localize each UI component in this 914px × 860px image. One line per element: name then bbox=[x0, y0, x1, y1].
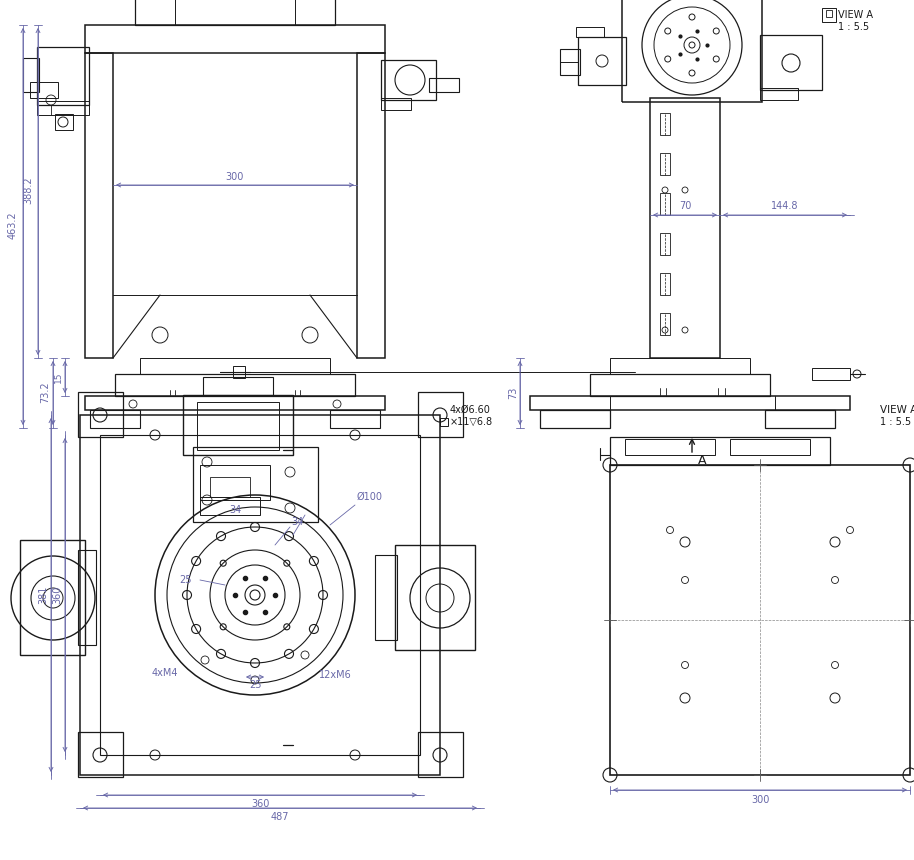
Bar bbox=[20, 540, 85, 655]
Bar bbox=[80, 415, 440, 775]
Text: 463.2: 463.2 bbox=[8, 212, 18, 239]
Bar bbox=[610, 465, 910, 775]
Bar bbox=[55, 114, 73, 130]
Bar bbox=[560, 49, 580, 75]
Bar bbox=[203, 377, 273, 395]
Bar bbox=[183, 395, 293, 455]
Text: 1 : 5.5: 1 : 5.5 bbox=[880, 417, 911, 427]
Bar bbox=[578, 37, 626, 85]
Bar bbox=[660, 153, 670, 175]
Text: 144.8: 144.8 bbox=[771, 201, 799, 211]
Text: 1 : 5.5: 1 : 5.5 bbox=[838, 22, 869, 32]
Bar bbox=[135, 0, 335, 25]
Bar bbox=[197, 402, 279, 450]
Text: 25: 25 bbox=[249, 680, 261, 690]
Bar bbox=[200, 465, 270, 500]
Bar bbox=[660, 113, 670, 135]
Bar bbox=[175, 0, 295, 25]
Text: Ø100: Ø100 bbox=[357, 492, 383, 502]
Bar bbox=[530, 396, 850, 410]
Bar bbox=[429, 78, 459, 92]
Bar bbox=[193, 447, 318, 522]
Text: 4xM4: 4xM4 bbox=[152, 668, 178, 678]
Bar bbox=[37, 101, 89, 115]
Bar bbox=[330, 410, 380, 428]
Bar bbox=[395, 545, 475, 650]
Text: 73.2: 73.2 bbox=[40, 381, 50, 402]
Bar bbox=[765, 410, 835, 428]
Bar bbox=[822, 8, 836, 22]
Bar bbox=[590, 374, 770, 396]
Bar bbox=[85, 53, 113, 358]
Bar bbox=[100, 435, 420, 755]
Bar bbox=[622, 0, 762, 102]
Bar bbox=[660, 233, 670, 255]
Text: A: A bbox=[697, 453, 707, 466]
Bar bbox=[140, 358, 330, 374]
Bar bbox=[381, 98, 411, 110]
Bar bbox=[540, 410, 610, 428]
Bar bbox=[200, 497, 260, 515]
Bar bbox=[90, 410, 140, 428]
Bar bbox=[210, 477, 250, 497]
Bar bbox=[625, 439, 715, 455]
Bar bbox=[730, 439, 810, 455]
Bar bbox=[610, 358, 750, 374]
Bar bbox=[37, 47, 89, 105]
Bar bbox=[660, 193, 670, 215]
Bar bbox=[418, 392, 463, 437]
Bar bbox=[610, 437, 830, 465]
Bar bbox=[23, 58, 39, 92]
Text: VIEW A: VIEW A bbox=[880, 405, 914, 415]
Bar bbox=[375, 555, 397, 640]
Bar bbox=[660, 313, 670, 335]
Bar bbox=[85, 396, 385, 410]
Text: 73: 73 bbox=[508, 387, 518, 399]
Bar bbox=[440, 418, 448, 426]
Bar bbox=[78, 550, 96, 645]
Text: 300: 300 bbox=[226, 172, 244, 182]
Text: 25: 25 bbox=[179, 575, 191, 585]
Text: 34: 34 bbox=[291, 517, 303, 527]
Bar bbox=[357, 53, 385, 358]
Text: 15: 15 bbox=[54, 372, 62, 383]
Text: 300: 300 bbox=[750, 795, 770, 805]
Bar bbox=[78, 732, 123, 777]
Text: 381: 381 bbox=[38, 586, 48, 605]
Text: 12xM6: 12xM6 bbox=[319, 670, 351, 680]
Bar bbox=[812, 368, 850, 380]
Bar bbox=[576, 27, 604, 37]
Text: VIEW A: VIEW A bbox=[838, 10, 873, 20]
Text: 360: 360 bbox=[250, 799, 270, 809]
Bar bbox=[381, 60, 436, 100]
Text: 4xØ6.60: 4xØ6.60 bbox=[450, 405, 491, 415]
Bar bbox=[30, 82, 58, 98]
Bar bbox=[233, 366, 245, 378]
Bar bbox=[660, 273, 670, 295]
Bar bbox=[760, 88, 798, 100]
Text: 34: 34 bbox=[228, 505, 241, 515]
Bar bbox=[760, 35, 822, 90]
Text: 487: 487 bbox=[271, 812, 289, 822]
Bar bbox=[650, 98, 720, 358]
Text: 70: 70 bbox=[679, 201, 691, 211]
Bar bbox=[78, 392, 123, 437]
Bar bbox=[418, 732, 463, 777]
Text: 388.2: 388.2 bbox=[23, 176, 33, 204]
Bar bbox=[115, 374, 355, 396]
Bar bbox=[85, 25, 385, 53]
Text: 360: 360 bbox=[52, 586, 62, 605]
Bar bbox=[826, 10, 832, 17]
Text: ×11▽6.8: ×11▽6.8 bbox=[450, 417, 494, 427]
